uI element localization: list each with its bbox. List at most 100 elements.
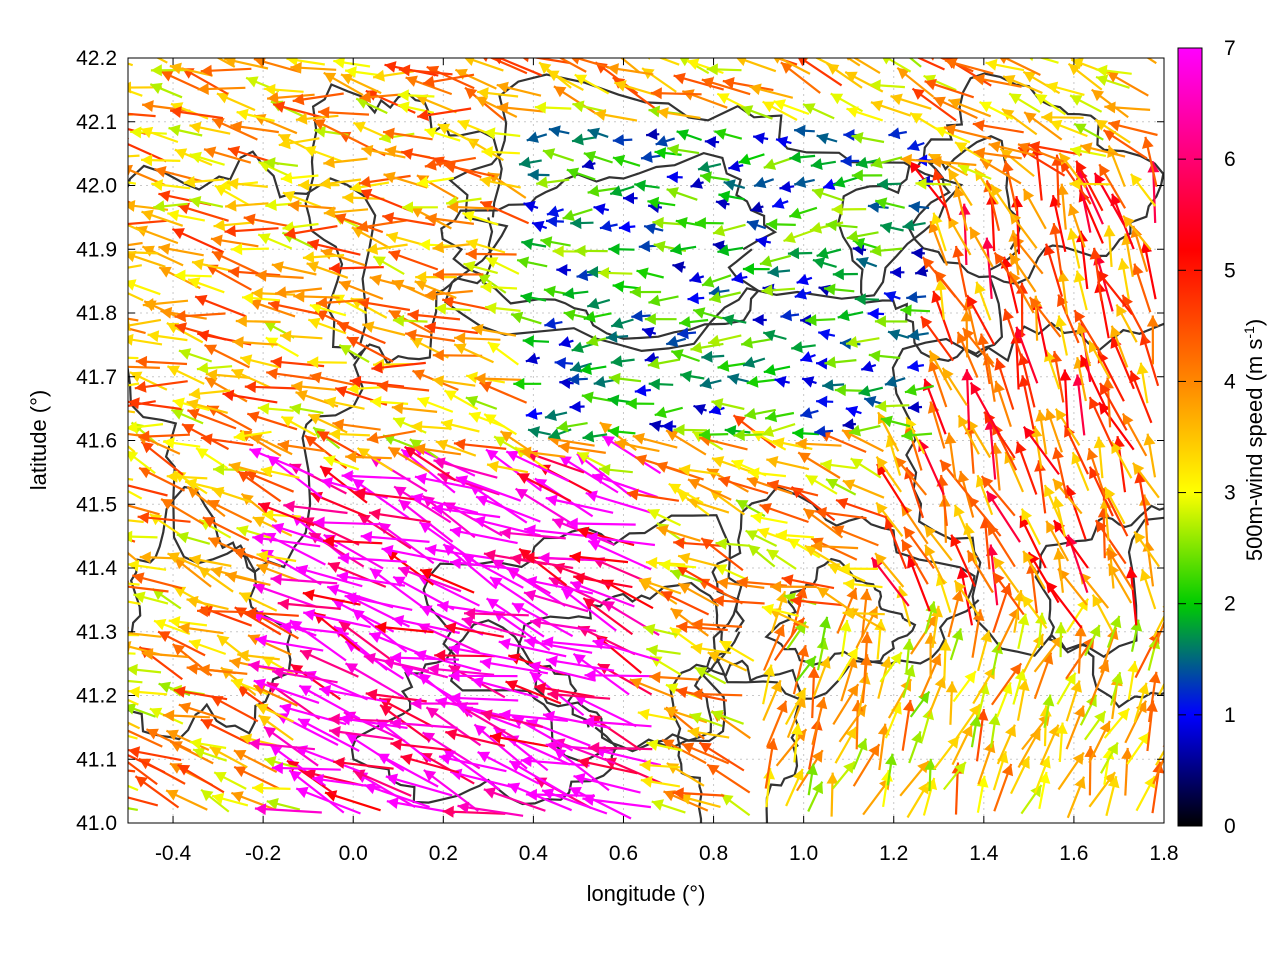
- wind-arrow-head: [410, 697, 422, 710]
- wind-arrow-head: [1065, 485, 1077, 498]
- wind-arrow-head: [924, 78, 937, 91]
- wind-arrow-head: [843, 761, 855, 774]
- wind-arrow-head: [293, 290, 305, 303]
- wind-arrow-head: [749, 83, 762, 96]
- wind-arrow-head: [172, 644, 185, 656]
- wind-arrow-head: [313, 516, 325, 529]
- wind-arrow-head: [602, 435, 615, 447]
- wind-arrow-shaft: [128, 400, 156, 407]
- wind-arrow-head: [717, 244, 730, 257]
- wind-arrow-head: [307, 238, 320, 251]
- wind-arrow-head: [263, 157, 276, 169]
- wind-arrow-head: [566, 167, 580, 179]
- wind-arrow-head: [1166, 730, 1177, 743]
- x-tick-label: -0.2: [245, 842, 281, 865]
- wind-arrow-shaft: [511, 602, 574, 638]
- wind-arrow-head: [795, 437, 807, 450]
- wind-arrow-head: [217, 635, 230, 647]
- wind-arrow-head: [457, 801, 470, 814]
- wind-arrow-head: [763, 364, 776, 376]
- wind-arrow-head: [418, 673, 432, 685]
- wind-arrow-head: [934, 676, 946, 689]
- wind-arrow-shaft: [128, 489, 143, 500]
- wind-arrow-head: [1089, 625, 1101, 638]
- wind-arrow-head: [554, 748, 567, 760]
- wind-arrow-head: [176, 531, 189, 544]
- wind-arrow-head: [948, 168, 960, 182]
- wind-arrow-head: [196, 448, 209, 460]
- wind-arrow-head: [955, 142, 968, 153]
- wind-arrow-head: [711, 398, 724, 410]
- wind-arrow-head: [271, 522, 285, 535]
- wind-arrow-shaft: [493, 726, 549, 772]
- wind-arrow-head: [931, 290, 943, 304]
- wind-arrow-head: [389, 717, 402, 730]
- wind-arrow-head: [187, 408, 200, 420]
- wind-arrow-shaft: [128, 317, 139, 322]
- x-tick-label: 0.0: [339, 842, 368, 865]
- wind-arrow-shaft: [128, 356, 139, 360]
- y-tick-label: 41.5: [76, 493, 117, 516]
- wind-arrow-head: [515, 488, 529, 500]
- wind-arrow-head: [1134, 531, 1146, 544]
- wind-arrow-head: [637, 708, 650, 721]
- wind-arrow-head: [585, 490, 598, 502]
- wind-arrow-head: [740, 105, 754, 117]
- wind-arrow-head: [717, 93, 730, 104]
- wind-arrow-head: [168, 616, 181, 628]
- wind-arrow-head: [465, 87, 478, 100]
- wind-arrow-head: [546, 655, 558, 668]
- wind-arrow-head: [994, 358, 1006, 371]
- wind-arrow-head: [244, 381, 256, 393]
- wind-arrow-head: [519, 548, 532, 561]
- wind-arrow-head: [160, 306, 173, 319]
- wind-arrow-head: [910, 113, 923, 124]
- contour-line: [1034, 504, 1164, 709]
- wind-arrow-head: [846, 647, 858, 661]
- wind-arrow-shaft: [369, 567, 427, 611]
- y-tick-label: 41.2: [76, 685, 117, 708]
- wind-arrow-head: [802, 376, 815, 388]
- wind-arrow-head: [1050, 119, 1063, 132]
- wind-arrow-head: [205, 369, 218, 381]
- wind-arrow-head: [1117, 258, 1130, 271]
- colorbar-tick-label: 1: [1224, 704, 1236, 727]
- wind-arrow-head: [130, 371, 143, 383]
- wind-arrow-head: [334, 213, 347, 225]
- wind-arrow-head: [265, 199, 277, 211]
- colorbar-title-end: ): [1242, 319, 1267, 326]
- wind-arrow-head: [939, 639, 952, 651]
- wind-arrow-head: [614, 438, 627, 451]
- wind-arrow-head: [1071, 58, 1084, 70]
- wind-arrow-head: [1099, 721, 1111, 734]
- wind-arrow-head: [680, 370, 692, 383]
- wind-arrow-head: [290, 620, 303, 632]
- wind-arrow-head: [272, 667, 285, 679]
- wind-arrow-head: [810, 221, 823, 234]
- wind-arrow-head: [128, 250, 137, 263]
- wind-arrow-head: [197, 329, 210, 342]
- wind-arrow-head: [128, 580, 129, 589]
- wind-arrow-head: [545, 739, 558, 752]
- wind-arrow-shaft: [368, 632, 434, 660]
- wind-arrow-head: [546, 215, 558, 228]
- wind-arrow-shaft: [128, 223, 146, 234]
- wind-arrow-head: [298, 179, 310, 192]
- wind-arrow-head: [140, 126, 154, 139]
- wind-arrow-head: [607, 425, 620, 438]
- wind-arrow-head: [800, 351, 813, 363]
- wind-arrow-head: [930, 155, 942, 168]
- wind-arrow-head: [1002, 160, 1014, 173]
- wind-arrow-head: [388, 310, 402, 321]
- wind-arrow-head: [577, 526, 590, 539]
- wind-arrow-head: [1001, 682, 1013, 695]
- wind-arrow-head: [541, 636, 554, 649]
- wind-arrow-head: [151, 179, 163, 191]
- wind-arrow-head: [319, 684, 332, 697]
- x-tick-label: -0.4: [155, 842, 192, 865]
- wind-arrow-head: [323, 156, 335, 169]
- wind-arrow-head: [736, 58, 747, 67]
- wind-arrow-head: [128, 333, 134, 346]
- wind-arrow-head: [774, 375, 787, 388]
- wind-arrow-head: [332, 418, 345, 431]
